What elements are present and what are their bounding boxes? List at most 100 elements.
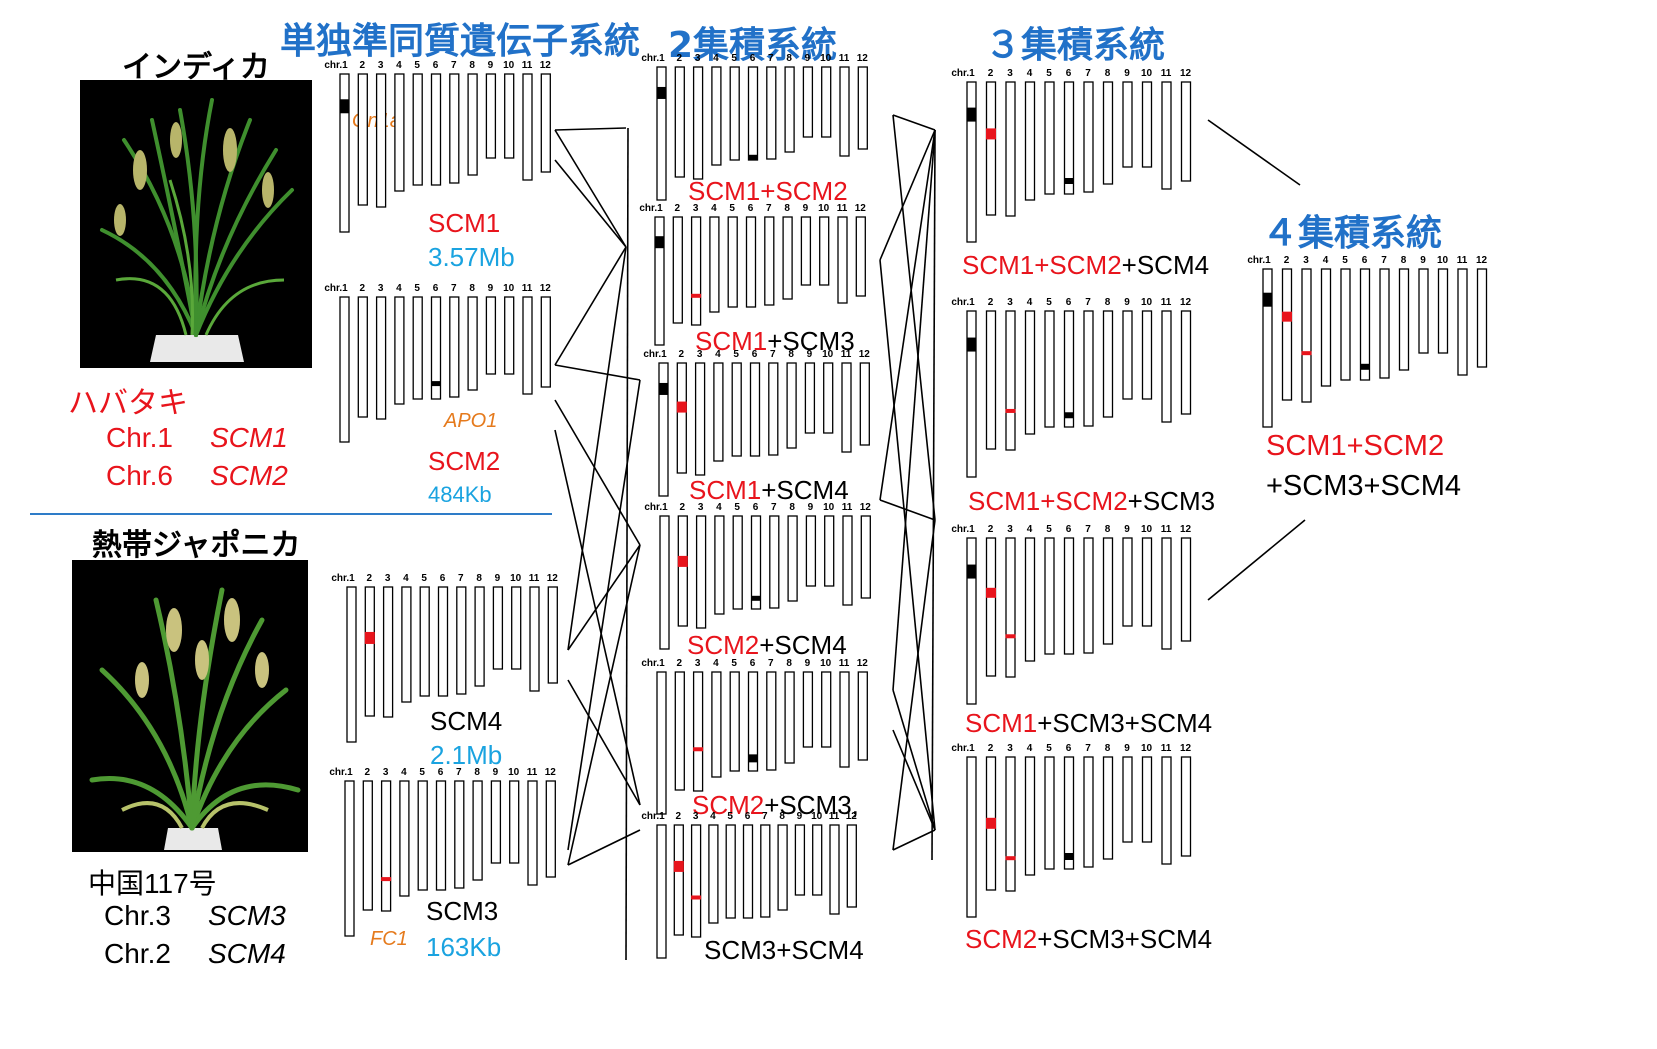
four-set-chr-label-3: 3 xyxy=(1303,255,1309,266)
japonica-rice-plant-image xyxy=(72,560,308,852)
two-4-set-chr-label-4: 4 xyxy=(716,502,722,513)
two-2-set-chr-label-2: 2 xyxy=(675,203,681,214)
two-4-set-chromosome-3 xyxy=(695,515,707,629)
three-1-set-chromosome-10 xyxy=(1141,81,1153,168)
scm4-set-chromosome-11 xyxy=(529,586,540,692)
two-5-set-chr-label-7: 7 xyxy=(768,658,774,669)
two-4-set-chromosome-12 xyxy=(860,515,871,599)
scm1-set-chr-label-11: 11 xyxy=(522,60,533,71)
two-3-set-introgression-2 xyxy=(676,401,687,413)
scm2-set-chromosome-3 xyxy=(375,296,387,420)
four-set-chr-label-4: 4 xyxy=(1323,255,1329,266)
three-2-set-chromosome-4 xyxy=(1024,310,1036,435)
scm4-set-chr-label-7: 7 xyxy=(458,573,464,584)
scm4-set-chromosome-10 xyxy=(511,586,522,670)
two-1-set-chromosome-8 xyxy=(784,66,795,153)
two-5-set-chr-label-5: 5 xyxy=(731,658,737,669)
three-1-set-chr-label-9: 9 xyxy=(1124,68,1130,79)
scm2-set-chr-label-5: 5 xyxy=(414,283,420,294)
two-4-set-introgression-1 xyxy=(677,555,688,567)
two-5-set-chromosome-5 xyxy=(729,671,740,772)
three-1-set-chr-label-3: 3 xyxy=(1007,68,1013,79)
scm1-set-chromosome-6 xyxy=(430,73,442,186)
three-4-set-chr-label-11: 11 xyxy=(1161,743,1172,754)
two-2-set-chromosome-7 xyxy=(764,216,775,306)
three-2-set-introgression-2 xyxy=(1005,408,1016,413)
three-1-set-chromosome-5 xyxy=(1044,81,1055,195)
two-3-set-chromosome-6 xyxy=(749,362,761,457)
two-2-set-chromosome-4 xyxy=(709,216,720,313)
header-four-gene-line: ４集積系統 xyxy=(1262,213,1443,254)
two-3-set-chr-label-6: 6 xyxy=(752,349,758,360)
two-2-set-chr-label-4: 4 xyxy=(711,203,717,214)
scm2-set-chromosome-5 xyxy=(412,296,423,400)
two-4-set-chromosome-4 xyxy=(714,515,725,615)
scm2-set-chromosome-6 xyxy=(430,296,442,400)
three-1-set-chromosome-1 xyxy=(966,81,977,243)
scm3-set-chromosome-5 xyxy=(417,780,428,891)
three-1-set-chromosome-8 xyxy=(1102,81,1114,185)
two-2-set-chromosome-6 xyxy=(745,216,757,308)
japonica-group-label: 熱帯ジャポニカ xyxy=(92,528,301,563)
four-set-chromosome-10 xyxy=(1437,268,1449,354)
two-5-set-chromosome-8 xyxy=(784,671,795,764)
three-line-label-1: SCM1+SCM2+SCM4 xyxy=(962,250,1210,280)
two-4-set-chr-label-1: chr.1 xyxy=(644,502,668,513)
two-5-set-chromosome-1 xyxy=(656,671,667,815)
three-4-set-introgression-3 xyxy=(1064,853,1074,860)
two-3-set-chromosome-8 xyxy=(786,362,797,449)
scm3-set-chr-label-12: 12 xyxy=(545,767,557,778)
scm1-set-chr-label-5: 5 xyxy=(414,60,420,71)
two-3-set-chr-label-4: 4 xyxy=(715,349,721,360)
three-1-set-chr-label-11: 11 xyxy=(1161,68,1172,79)
single-line-scm1-name: SCM1 xyxy=(428,208,501,238)
scm4-set-chr-label-2: 2 xyxy=(367,573,373,584)
scm4-set-chr-label-4: 4 xyxy=(403,573,409,584)
three-1-set-chromosome-9 xyxy=(1122,81,1133,168)
three-1-set-chr-label-1: chr.1 xyxy=(951,68,975,79)
japonica-gene-name-2: SCM4 xyxy=(208,938,286,969)
two-1-set-chr-label-2: 2 xyxy=(677,53,683,64)
two-3-set-chr-label-1: chr.1 xyxy=(643,349,667,360)
scm1-set-chromosome-1 xyxy=(339,73,350,233)
four-set-chr-label-5: 5 xyxy=(1342,255,1348,266)
three-4-set-chr-label-12: 12 xyxy=(1180,743,1192,754)
cross-connector-6 xyxy=(554,399,641,546)
single-line-scm2-size: 484Kb xyxy=(428,482,492,507)
two-3-set-chr-label-2: 2 xyxy=(679,349,685,360)
scm4-set-chr-label-8: 8 xyxy=(476,573,482,584)
three-2-set-chr-label-12: 12 xyxy=(1180,297,1192,308)
three-2-set-chromosome-9 xyxy=(1122,310,1133,400)
three-4-set-chromosome-8 xyxy=(1102,756,1114,860)
two-4-set-chromosome-1 xyxy=(659,515,670,650)
scm2-set-chr-label-10: 10 xyxy=(503,283,515,294)
scm4-set-chromosome-3 xyxy=(382,586,394,718)
two-line-label-2: SCM1+SCM3 xyxy=(695,326,855,356)
cross-connector-23 xyxy=(892,519,936,851)
four-set-introgression-4 xyxy=(1360,363,1370,370)
four-set-chromosome-7 xyxy=(1379,268,1390,379)
three-2-set-chr-label-2: 2 xyxy=(988,297,994,308)
two-6-set-chromosome-8 xyxy=(777,824,788,911)
two-4-set-chr-label-5: 5 xyxy=(734,502,740,513)
scm3-set-chr-label-9: 9 xyxy=(493,767,499,778)
three-line-label-4: SCM2+SCM3+SCM4 xyxy=(965,924,1213,954)
cross-connector-11 xyxy=(567,379,641,851)
three-2-set-chromosome-12 xyxy=(1180,310,1192,415)
two-2-set-chr-label-12: 12 xyxy=(855,203,867,214)
two-5-set-chr-label-4: 4 xyxy=(713,658,719,669)
two-5-set-chromosome-2 xyxy=(674,671,685,791)
two-3-set-chromosome-2 xyxy=(676,362,687,474)
two-line-label-4: SCM2+SCM4 xyxy=(687,630,847,660)
two-4-set-chromosome-2 xyxy=(677,515,688,627)
scm3-set-chr-label-1: chr.1 xyxy=(329,767,353,778)
cross-connector-4 xyxy=(554,246,627,366)
two-6-set-chr-label-2: 2 xyxy=(676,811,682,822)
two-1-set-chromosome-7 xyxy=(766,66,777,160)
two-6-set-chromosome-11 xyxy=(829,824,840,915)
four-set-chromosome-8 xyxy=(1398,268,1410,371)
three-3-set-chromosome-11 xyxy=(1161,537,1172,650)
two-5-set-chromosome-3 xyxy=(692,671,704,792)
scm3-set-chromosome-4 xyxy=(399,780,410,897)
three-1-set-introgression-2 xyxy=(986,128,996,140)
